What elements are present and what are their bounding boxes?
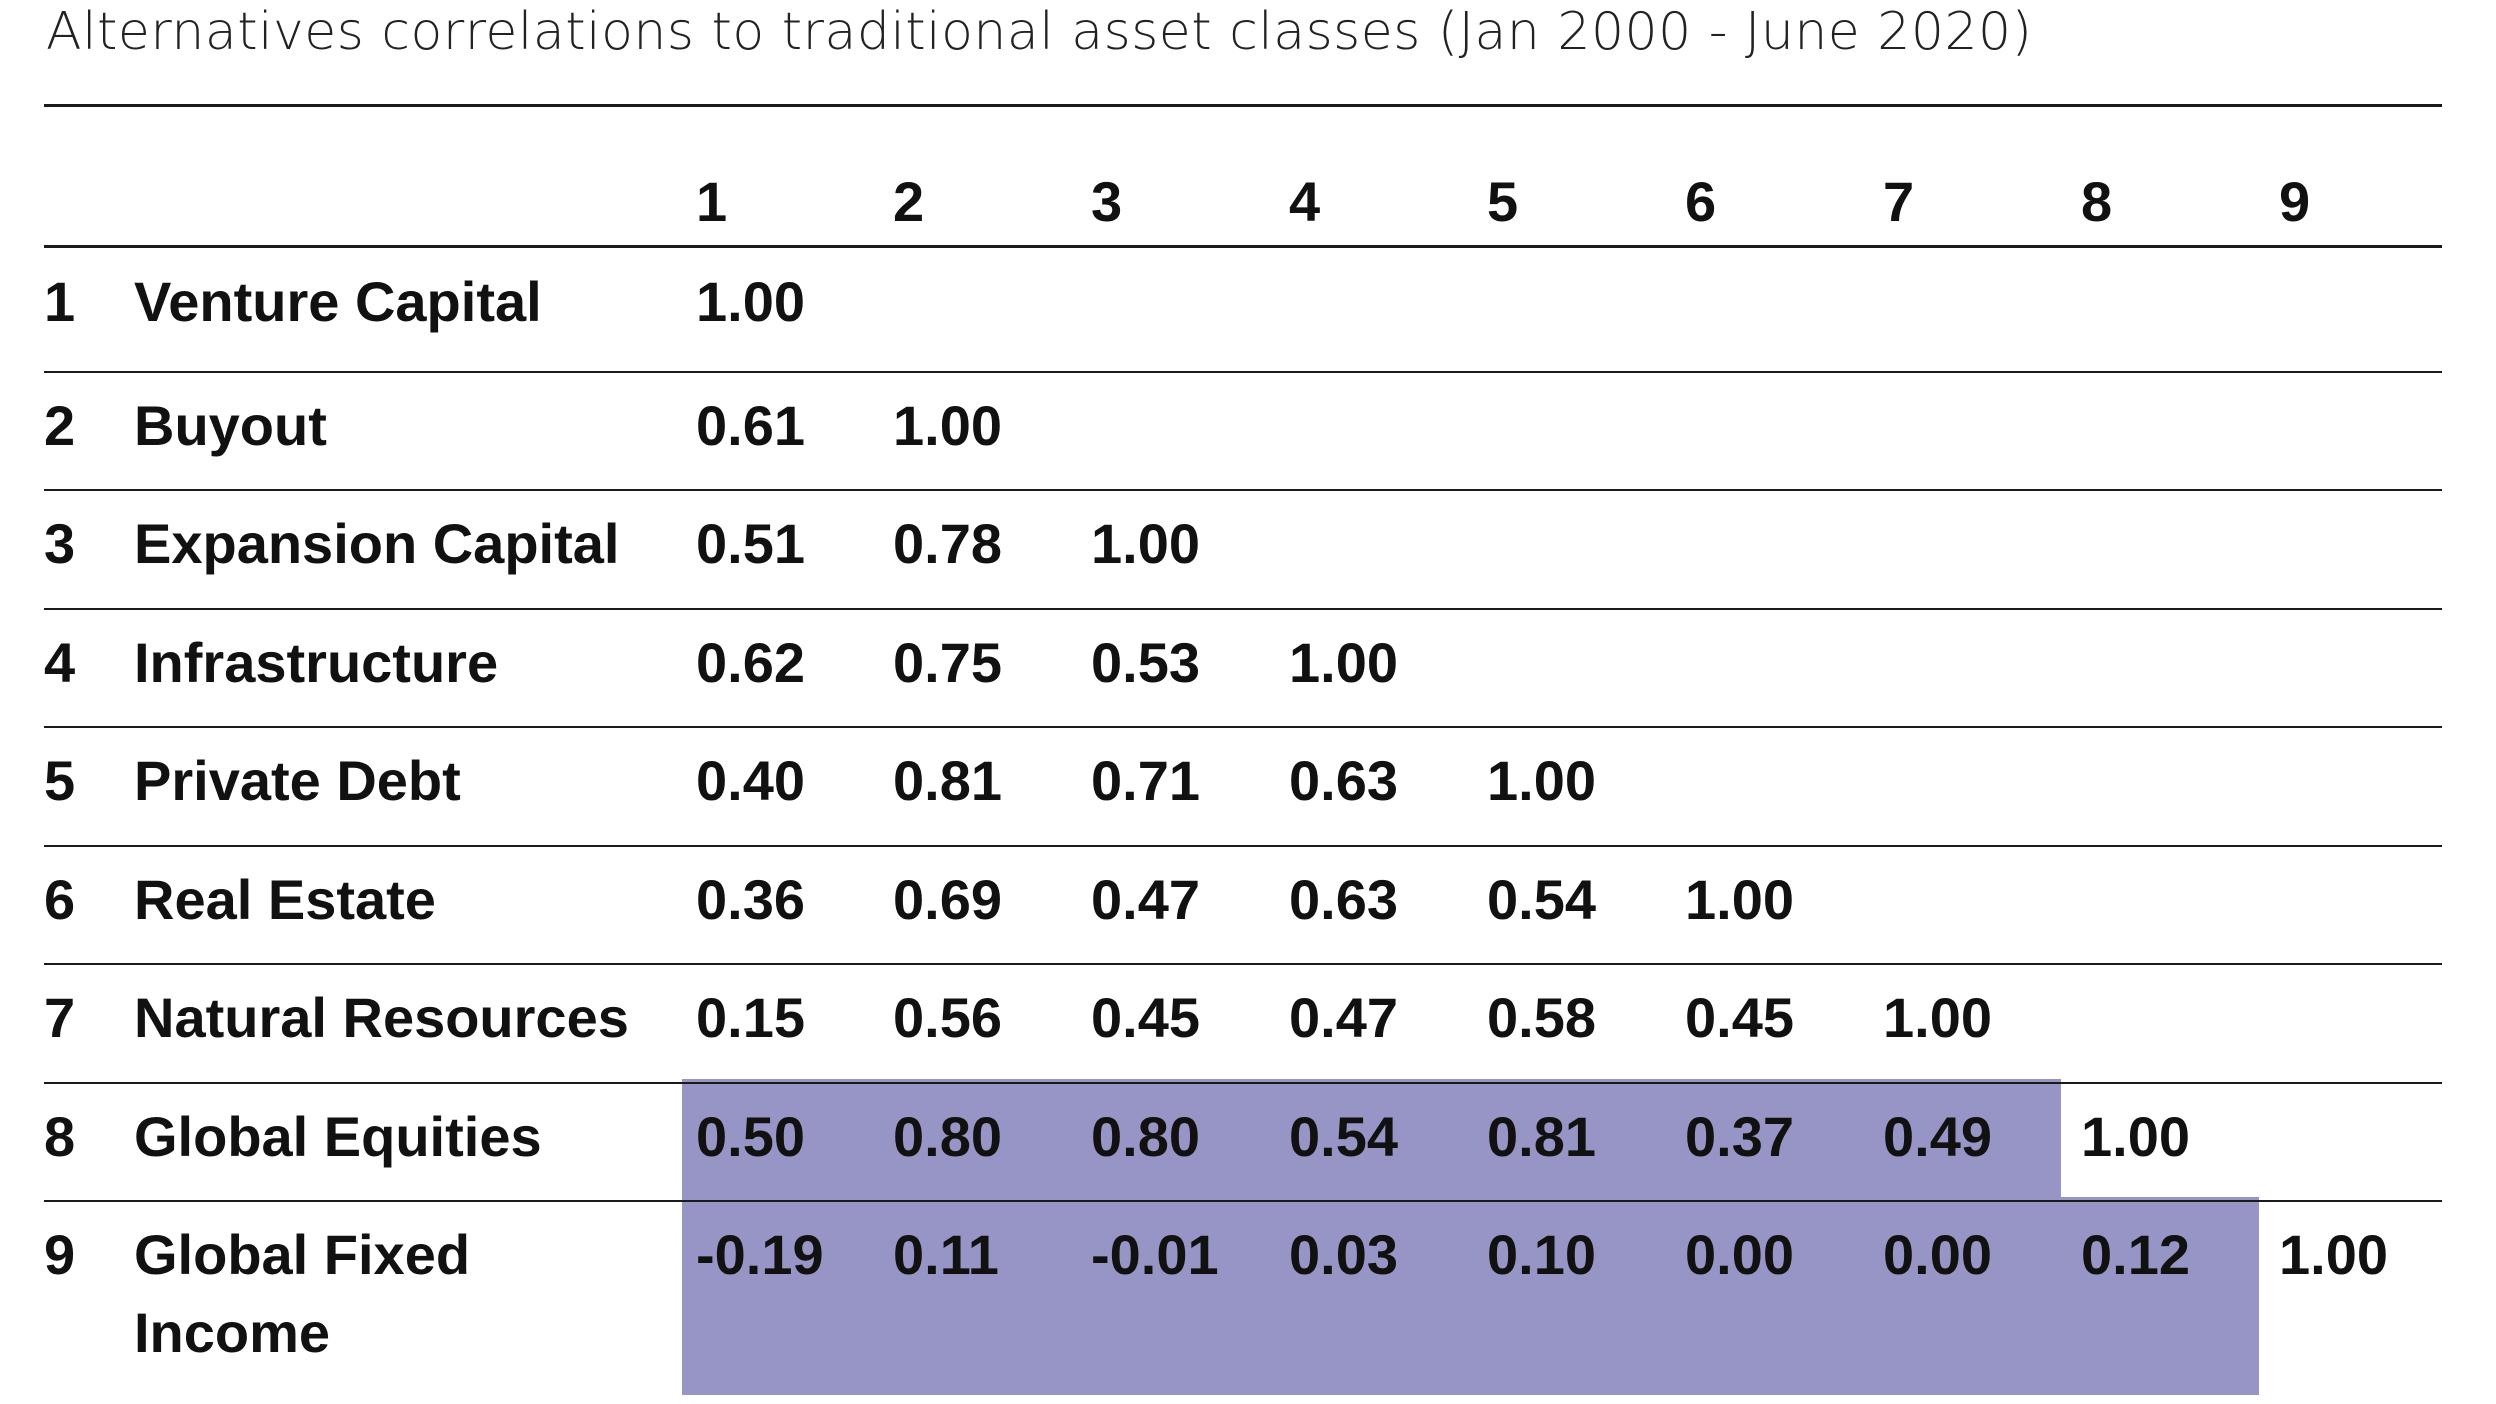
correlation-value: 0.71 [1091, 749, 1200, 812]
correlation-value: 0.54 [1289, 1105, 1398, 1168]
row-number: 5 [44, 749, 76, 812]
row-label: Expansion Capital [134, 512, 620, 575]
correlation-value: 1.00 [1883, 986, 1992, 1049]
correlation-value: 0.69 [893, 868, 1002, 931]
correlation-value: 0.11 [893, 1223, 999, 1286]
correlation-value: 0.37 [1685, 1105, 1794, 1168]
row-divider [44, 608, 2442, 610]
correlation-value: 0.10 [1487, 1223, 1596, 1286]
row-number: 9 [44, 1223, 76, 1286]
correlation-value: 0.63 [1289, 749, 1398, 812]
correlation-value: 1.00 [1487, 749, 1596, 812]
column-header: 6 [1685, 170, 1717, 233]
row-label: Infrastructure [134, 631, 499, 694]
column-header: 2 [893, 170, 925, 233]
column-header: 1 [696, 170, 728, 233]
correlation-value: 0.45 [1685, 986, 1794, 1049]
correlation-value: 1.00 [696, 270, 805, 333]
correlation-value: 0.61 [696, 394, 805, 457]
correlation-value: 0.45 [1091, 986, 1200, 1049]
correlation-value: 0.40 [696, 749, 805, 812]
row-divider [44, 726, 2442, 728]
correlation-value: 0.56 [893, 986, 1002, 1049]
correlation-value: 0.63 [1289, 868, 1398, 931]
correlation-value: 0.81 [1487, 1105, 1596, 1168]
row-divider [44, 1082, 2442, 1084]
correlation-value: 0.12 [2081, 1223, 2190, 1286]
correlation-value: 0.81 [893, 749, 1002, 812]
column-header: 4 [1289, 170, 1321, 233]
correlation-value: 1.00 [2081, 1105, 2190, 1168]
row-number: 7 [44, 986, 76, 1049]
column-header: 5 [1487, 170, 1519, 233]
correlation-value: 0.00 [1883, 1223, 1992, 1286]
row-number: 3 [44, 512, 76, 575]
correlation-value: -0.19 [696, 1223, 824, 1286]
row-label: Global Fixed [134, 1223, 471, 1286]
row-divider [44, 963, 2442, 965]
correlation-value: 0.49 [1883, 1105, 1992, 1168]
correlation-value: -0.01 [1091, 1223, 1219, 1286]
row-number: 2 [44, 394, 76, 457]
row-label: Private Debt [134, 749, 461, 812]
correlation-value: 0.36 [696, 868, 805, 931]
highlight-band-row-8 [682, 1079, 2061, 1200]
header-rule [44, 245, 2442, 248]
column-header: 9 [2279, 170, 2311, 233]
correlation-value: 0.51 [696, 512, 805, 575]
correlation-value: 0.80 [893, 1105, 1002, 1168]
correlation-value: 0.47 [1289, 986, 1398, 1049]
row-label: Buyout [134, 394, 327, 457]
correlation-value: 0.00 [1685, 1223, 1794, 1286]
correlation-value: 0.78 [893, 512, 1002, 575]
column-header: 8 [2081, 170, 2113, 233]
row-label: Venture Capital [134, 270, 542, 333]
row-label: Natural Resources [134, 986, 629, 1049]
row-label: Global Equities [134, 1105, 542, 1168]
correlation-value: 1.00 [1289, 631, 1398, 694]
correlation-value: 1.00 [2279, 1223, 2388, 1286]
row-divider [44, 845, 2442, 847]
correlation-value: 1.00 [1091, 512, 1200, 575]
title-rule [44, 104, 2442, 107]
correlation-value: 0.03 [1289, 1223, 1398, 1286]
correlation-value: 0.50 [696, 1105, 805, 1168]
correlation-value: 0.53 [1091, 631, 1200, 694]
row-divider [44, 1200, 2442, 1202]
correlation-value: 0.15 [696, 986, 805, 1049]
row-label: Income [134, 1301, 331, 1364]
row-number: 6 [44, 868, 76, 931]
column-header: 7 [1883, 170, 1915, 233]
correlation-value: 1.00 [1685, 868, 1794, 931]
row-number: 8 [44, 1105, 76, 1168]
correlation-value: 0.62 [696, 631, 805, 694]
column-header: 3 [1091, 170, 1123, 233]
row-divider [44, 371, 2442, 373]
table-title: Alternatives correlations to traditional… [46, 2, 2033, 62]
correlation-value: 0.54 [1487, 868, 1596, 931]
highlight-band-row-9 [682, 1197, 2259, 1395]
correlation-value: 0.58 [1487, 986, 1596, 1049]
row-label: Real Estate [134, 868, 436, 931]
correlation-value: 0.47 [1091, 868, 1200, 931]
correlation-value: 1.00 [893, 394, 1002, 457]
row-number: 1 [44, 270, 76, 333]
row-number: 4 [44, 631, 76, 694]
correlation-value: 0.80 [1091, 1105, 1200, 1168]
correlation-value: 0.75 [893, 631, 1002, 694]
row-divider [44, 489, 2442, 491]
